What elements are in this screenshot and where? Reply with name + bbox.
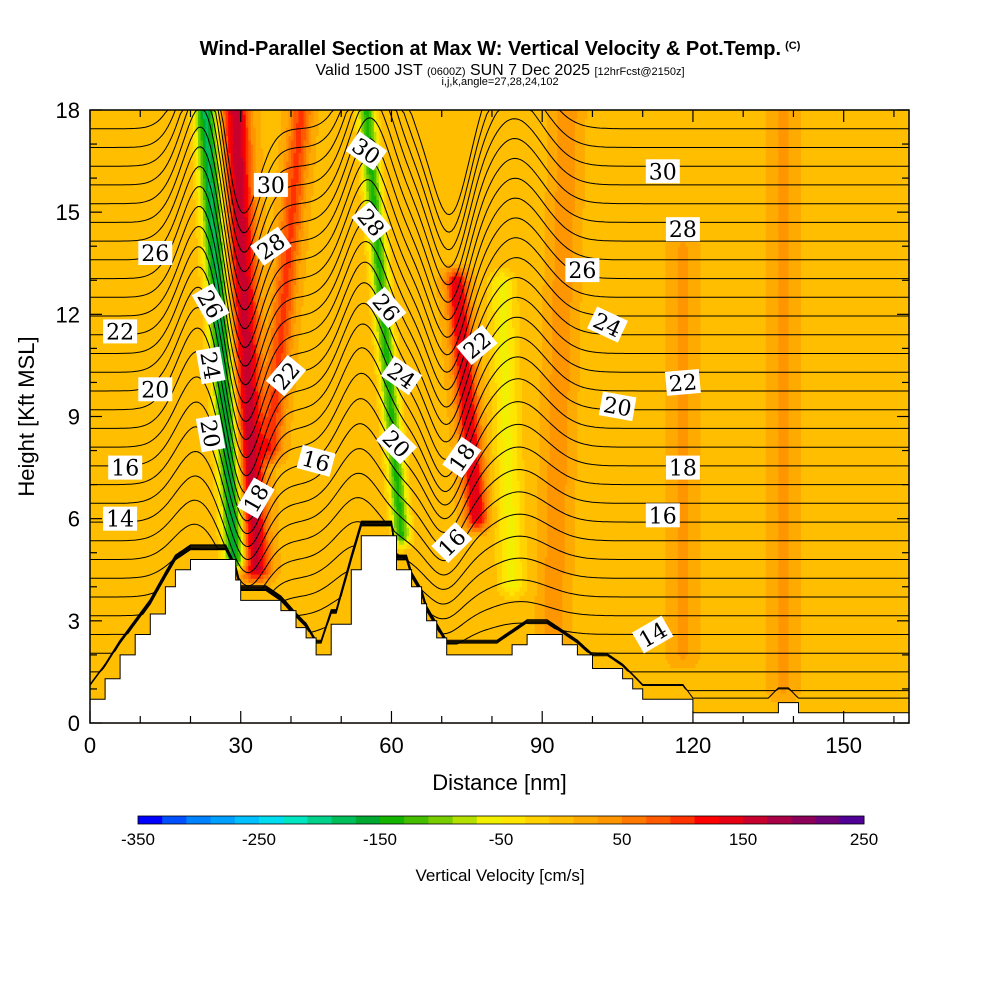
cross-section-chart: 1416202226262420183028221630282624201622… <box>0 0 1000 1000</box>
